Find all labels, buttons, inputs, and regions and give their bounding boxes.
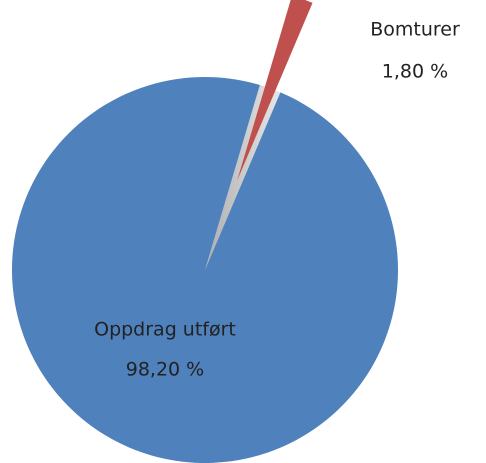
slice-value-label: 1,80 % [382, 61, 448, 83]
pie-slice [11, 77, 398, 463]
slice-shadow [205, 84, 281, 270]
pie-slice [237, 0, 313, 181]
slice-value-label: 98,20 % [126, 359, 205, 381]
slice-label: Oppdrag utført [94, 319, 236, 341]
slice-label: Bomturer [370, 19, 460, 41]
